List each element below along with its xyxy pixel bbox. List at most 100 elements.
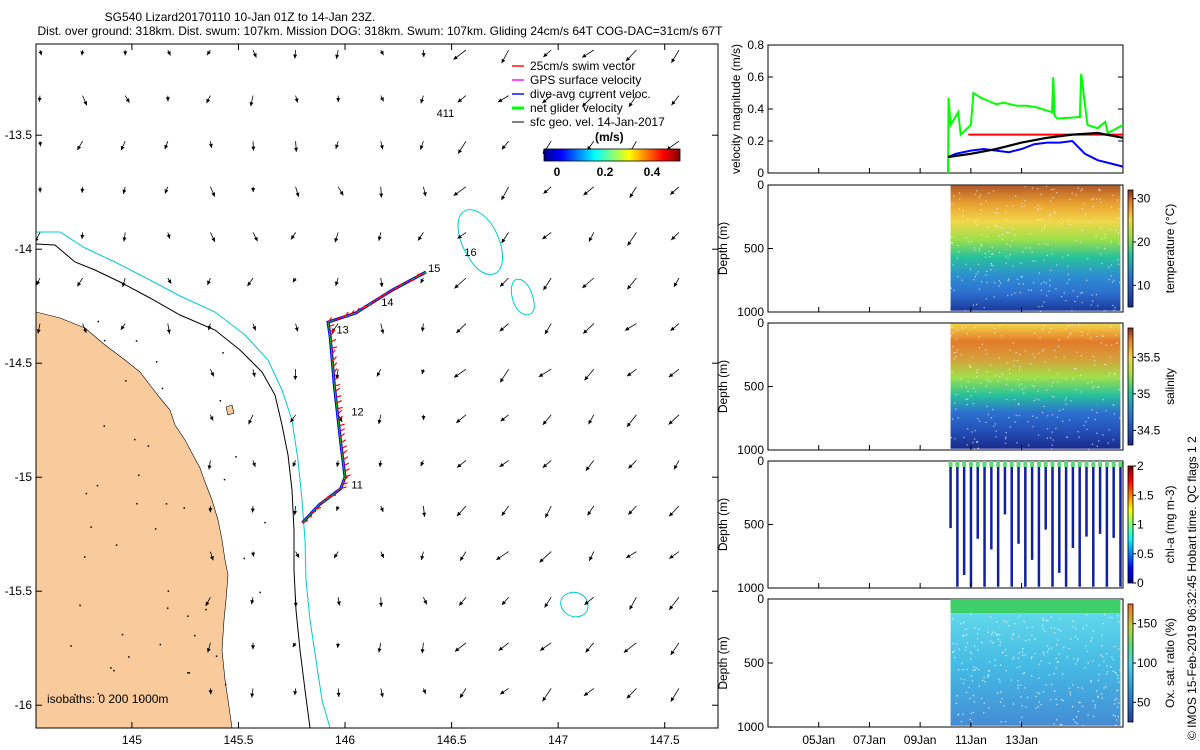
reef-marker (113, 669, 115, 672)
section-sample-dot (1030, 363, 1032, 365)
section-sample-dot (1069, 334, 1071, 336)
isobath-ring-2 (510, 278, 535, 316)
oxy-surface-band (950, 599, 1121, 614)
section-sample-dot (977, 418, 979, 420)
surface-velocity-arrowhead (421, 369, 426, 375)
section-sample-dot (1087, 382, 1089, 385)
map-x-axis: 145 145.5 146 146.5 147 147.5 (122, 44, 680, 747)
section-sample-dot (990, 640, 992, 642)
swim-vector (344, 311, 349, 318)
track-map: 11 12 13 14 15 16 411 145 145.5 146 146.5 147 147.5… (5, 43, 719, 747)
swim-vector (333, 317, 340, 321)
surface-velocity-arrowhead (38, 142, 43, 147)
section-sample-dot (1074, 721, 1076, 723)
section-sample-dot (1069, 691, 1071, 694)
surface-velocity-arrowhead (626, 422, 631, 427)
section-y-tick-label: 1000 (737, 443, 764, 457)
swim-vector (341, 445, 347, 450)
surface-velocity-arrowhead (499, 462, 505, 467)
surface-velocity-arrowhead (458, 149, 462, 154)
section-sample-dot (1006, 398, 1008, 401)
section-sample-dot (1050, 647, 1053, 649)
section-sample-dot (1116, 199, 1119, 201)
section-sample-dot (994, 332, 996, 334)
surface-velocity-arrowhead (542, 696, 547, 702)
section-sample-dot (1021, 388, 1023, 390)
track-label: 12 (351, 407, 363, 419)
section-sample-dot (1041, 305, 1043, 307)
surface-velocity-arrowhead (454, 647, 460, 652)
section-sample-dot (953, 650, 955, 652)
section-sample-dot (999, 375, 1001, 378)
section-sample-dot (1033, 385, 1036, 387)
section-sample-dot (1045, 389, 1048, 391)
time-tick-label: 13Jan (1005, 733, 1038, 747)
surface-velocity-arrowhead (670, 326, 675, 331)
section-sample-dot (980, 203, 982, 205)
section-sample-dot (1055, 657, 1057, 660)
section-sample-dot (1049, 200, 1052, 202)
section-sample-dot (1041, 624, 1044, 627)
reef-marker (103, 425, 105, 427)
section-sample-dot (976, 633, 979, 635)
swim-vector (331, 356, 337, 362)
section-sample-dot (1083, 424, 1085, 427)
section-sample-dot (1055, 356, 1057, 358)
surface-velocity-arrowhead (208, 690, 213, 695)
section-sample-dot (1113, 279, 1115, 281)
section-sample-dot (998, 357, 1001, 359)
section-sample-dot (1100, 227, 1102, 229)
section-sample-dot (1056, 191, 1058, 194)
section-sample-dot (1097, 385, 1099, 387)
section-sample-dot (965, 326, 967, 329)
section-sample-dot (1096, 432, 1098, 434)
surface-velocity-arrowhead (668, 420, 673, 425)
surface-velocity-arrowhead (422, 191, 427, 197)
section-sample-dot (985, 298, 987, 300)
section-sample-dot (984, 252, 986, 255)
surface-velocity-arrowhead (208, 143, 213, 148)
swim-vector (408, 279, 415, 282)
section-sample-dot (1042, 619, 1044, 622)
section-sample-dot (1077, 323, 1080, 325)
section-sample-dot (1097, 440, 1100, 442)
chl-surface-mark (1009, 461, 1014, 467)
section-sample-dot (1090, 337, 1092, 339)
velocity-y-tick-label: 0 (757, 166, 764, 180)
section-sample-dot (1051, 253, 1053, 255)
colorbar-gradient (543, 148, 681, 162)
section-sample-dot (978, 196, 980, 198)
section-sample-dot (1108, 616, 1111, 619)
time-tick-label: 05Jan (802, 733, 835, 747)
section-sample-dot (998, 251, 1001, 254)
section-sample-dot (1043, 405, 1045, 407)
section-sample-dot (985, 349, 987, 351)
section-sample-dot (1004, 649, 1007, 651)
chl-surface-mark (1104, 461, 1109, 467)
section-oxy: 0 500 1000 Depth (m) 50 100 150 Ox. sat. ratio … (716, 592, 1177, 734)
legend-label-swim: 25cm/s swim vector (530, 59, 635, 73)
section-sample-dot (1081, 188, 1084, 190)
colorbar-tick-label: 20 (1137, 235, 1151, 249)
section-sample-dot (972, 711, 975, 714)
surface-velocity-arrowhead (207, 50, 211, 56)
section-sample-dot (1059, 410, 1061, 412)
section-sample-dot (1092, 198, 1095, 200)
reef-marker (235, 456, 237, 458)
section-sample-dot (1035, 695, 1037, 698)
surface-velocity-arrowhead (77, 281, 82, 287)
section-sample-dot (952, 418, 954, 420)
section-sample-dot (1085, 421, 1087, 423)
section-sample-dot (988, 669, 990, 672)
swim-vector (334, 383, 341, 387)
section-sample-dot (1025, 706, 1027, 708)
section-sample-dot (1105, 410, 1107, 412)
swim-vector (335, 487, 341, 494)
section-sample-dot (1066, 282, 1069, 284)
swim-vector (386, 289, 393, 295)
surface-velocity-arrowhead (379, 50, 384, 56)
reef-marker (243, 557, 246, 560)
section-sample-dot (1068, 220, 1070, 222)
surface-velocity-arrowhead (251, 645, 256, 650)
section-sample-dot (1087, 662, 1089, 664)
